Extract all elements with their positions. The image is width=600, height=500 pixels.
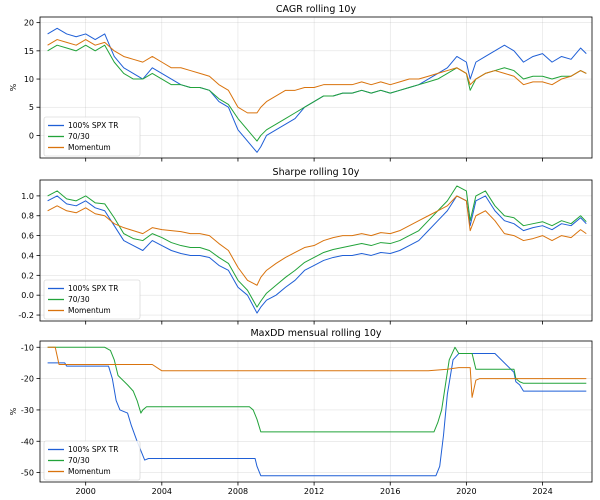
x-tick-label: 2024 <box>532 487 552 496</box>
panel-maxdd: 2000 2004 2008 2012 2016 2020 2024 -50 -40 -30 -20… <box>9 328 593 496</box>
legend-label: Momentum <box>68 306 111 315</box>
x-tick-label: 2016 <box>380 487 400 496</box>
y-tick-label: 10 <box>24 75 34 84</box>
x-tick-label: 2004 <box>152 487 172 496</box>
y-tick-label: 0.6 <box>21 232 34 241</box>
legend-label: 100% SPX TR <box>68 445 118 454</box>
legend-label: 70/30 <box>68 456 90 465</box>
legend-label: 100% SPX TR <box>68 284 118 293</box>
series-line-3 <box>47 346 587 398</box>
y-tick-label: -20 <box>21 375 34 384</box>
x-tick-label: 2008 <box>228 487 248 496</box>
chart-title: CAGR rolling 10y <box>276 4 357 15</box>
y-tick-label: 0.0 <box>21 291 34 300</box>
plot-frame <box>39 16 593 159</box>
y-tick-label: 0 <box>29 131 34 140</box>
panel-sharpe: -0.2 0.0 0.2 0.4 0.6 0.8 1.0 Sharpe rolling 10y… <box>18 167 593 325</box>
plot-frame <box>39 340 593 483</box>
y-axis-label: % <box>9 83 18 91</box>
legend-label: 100% SPX TR <box>68 121 118 130</box>
x-tick-label: 2020 <box>456 487 476 496</box>
series-line-3 <box>47 39 587 114</box>
chart-title: MaxDD mensual rolling 10y <box>250 328 381 339</box>
legend-box <box>43 116 141 157</box>
series-line-1 <box>47 353 587 477</box>
y-tick-label: 0.2 <box>21 271 34 280</box>
series-line-3 <box>47 195 587 286</box>
y-tick-label: 5 <box>29 103 34 112</box>
y-axis-label: % <box>9 407 18 415</box>
plot-frame <box>39 179 593 322</box>
legend-label: 70/30 <box>68 295 90 304</box>
y-tick-label: 15 <box>24 47 34 56</box>
series-line-2 <box>47 44 587 142</box>
legend-label: Momentum <box>68 143 111 152</box>
y-tick-label: -40 <box>21 437 34 446</box>
legend-box <box>43 279 141 320</box>
x-tick-label: 2012 <box>304 487 324 496</box>
y-tick-label: 1.0 <box>21 192 34 201</box>
legend-label: Momentum <box>68 467 111 476</box>
y-tick-label: 0.4 <box>21 251 34 260</box>
series-line-2 <box>47 185 587 308</box>
y-tick-label: -30 <box>21 406 34 415</box>
legend-box <box>43 440 141 481</box>
y-tick-label: 0.8 <box>21 212 34 221</box>
y-tick-label: -10 <box>21 343 34 352</box>
series-line-1 <box>47 195 587 314</box>
panel-cagr: 0 5 10 15 20 CAGR rolling 10y% 100% SPX TR 70/3… <box>9 4 593 162</box>
chart-title: Sharpe rolling 10y <box>273 167 360 178</box>
y-tick-label: -0.2 <box>18 311 34 320</box>
series-line-2 <box>47 346 587 433</box>
y-tick-label: -50 <box>21 469 34 478</box>
x-tick-label: 2000 <box>76 487 96 496</box>
legend-label: 70/30 <box>68 132 90 141</box>
y-tick-label: 20 <box>24 19 34 28</box>
